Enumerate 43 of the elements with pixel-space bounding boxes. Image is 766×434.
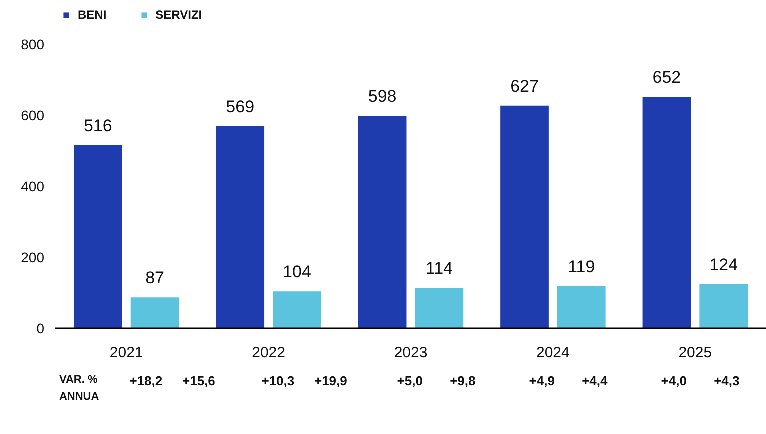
x-tick-label: 2021	[110, 344, 144, 362]
text: +9,8	[450, 374, 476, 389]
data-label: 652	[652, 68, 682, 88]
text: +4,0	[661, 374, 687, 389]
bar	[500, 106, 549, 328]
text: +4,3	[714, 374, 740, 389]
bar	[358, 116, 407, 328]
text: +4,9	[529, 374, 555, 389]
y-tick-label: 200	[21, 250, 45, 266]
bar	[642, 97, 692, 328]
y-tick-label: 600	[21, 108, 45, 124]
data-label: 124	[710, 255, 738, 274]
text: +18,2	[130, 374, 163, 389]
bar	[74, 145, 122, 328]
legend-label: SERVIZI	[156, 8, 202, 22]
y-tick-label: 400	[21, 178, 45, 194]
data-label: 569	[226, 98, 255, 117]
y-tick-label: 800	[21, 36, 45, 52]
bar	[700, 284, 748, 328]
bar	[415, 288, 464, 328]
data-label: 104	[283, 262, 312, 282]
data-label: 87	[146, 268, 165, 288]
data-label: 598	[368, 87, 397, 106]
text: VAR. % ANNUA	[59, 374, 100, 404]
legend-label: BENI	[78, 8, 107, 22]
y-tick-label: 0	[36, 320, 45, 336]
text: +5,0	[397, 374, 423, 389]
x-tick-label: 2022	[252, 344, 286, 362]
data-label: 516	[84, 116, 112, 136]
bar	[216, 126, 265, 328]
text: +19,9	[314, 374, 348, 389]
data-label: 114	[426, 259, 453, 278]
x-tick-label: 2024	[536, 344, 570, 362]
text: +4,4	[582, 374, 609, 389]
bar	[273, 292, 322, 328]
x-tick-label: 2023	[394, 344, 428, 362]
data-label: 119	[568, 257, 596, 276]
text: +10,3	[262, 374, 295, 389]
data-label: 627	[510, 76, 539, 96]
bar	[130, 298, 180, 328]
x-tick-label: 2025	[678, 344, 712, 362]
bar	[557, 286, 606, 328]
text: +15,6	[182, 374, 216, 389]
